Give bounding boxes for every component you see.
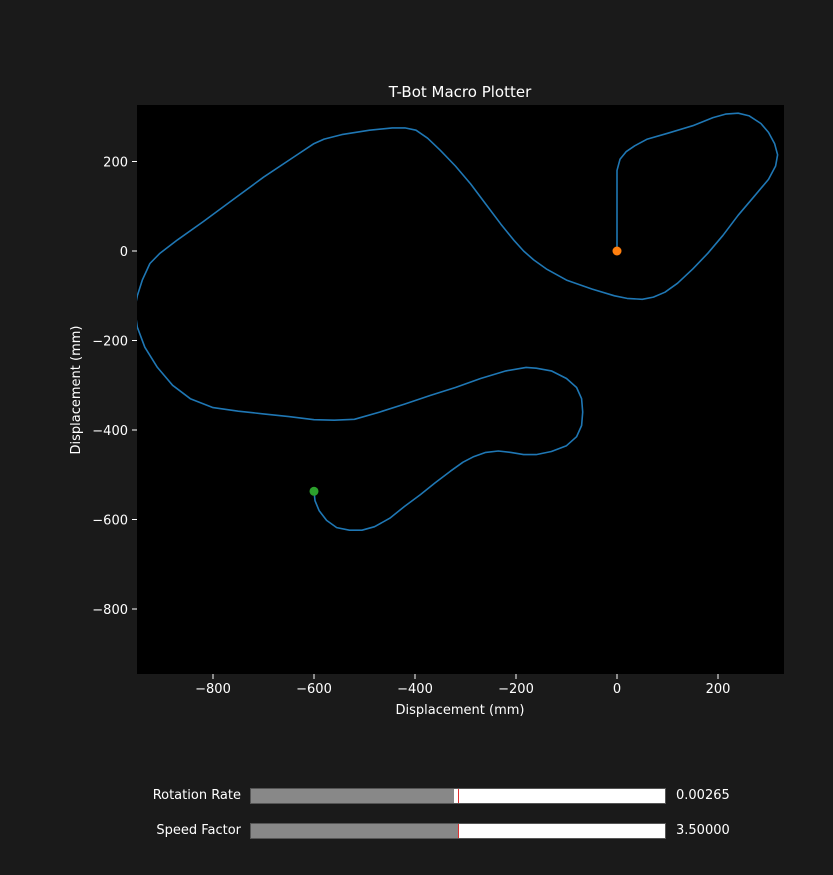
trajectory-line (137, 112, 779, 531)
plot-axes-background (137, 105, 784, 674)
speed-factor-fill (251, 824, 458, 838)
x-tick-label: −200 (498, 682, 534, 697)
x-axis-ticks: −800 −600 −400 −200 0 200 (195, 674, 730, 697)
y-tick-label: −800 (92, 603, 128, 618)
y-axis-label: Displacement (mm) (69, 326, 84, 455)
rotation-rate-slider-row: Rotation Rate 0.00265 (0, 788, 833, 806)
y-tick-label: −400 (92, 424, 128, 439)
rotation-rate-fill (251, 789, 454, 803)
y-tick-label: −600 (92, 514, 128, 529)
rotation-rate-label: Rotation Rate (152, 788, 241, 803)
x-tick-label: −600 (296, 682, 332, 697)
y-tick-label: −200 (92, 335, 128, 350)
chart-title: T-Bot Macro Plotter (388, 83, 532, 101)
y-tick-label: 200 (103, 156, 128, 171)
rotation-rate-value: 0.00265 (676, 788, 730, 803)
y-tick-label: 0 (120, 245, 128, 260)
start-point-marker (612, 246, 622, 256)
x-tick-label: 0 (613, 682, 621, 697)
speed-factor-value: 3.50000 (676, 823, 730, 838)
x-tick-label: −400 (397, 682, 433, 697)
end-point-marker (309, 486, 319, 496)
speed-factor-slider-row: Speed Factor 3.50000 (0, 823, 833, 841)
rotation-rate-slider[interactable] (250, 788, 666, 804)
rotation-rate-initial-marker (458, 789, 459, 803)
speed-factor-slider[interactable] (250, 823, 666, 839)
y-axis-ticks: 200 0 −200 −400 −600 −800 (92, 156, 137, 618)
speed-factor-initial-marker (458, 824, 459, 838)
x-tick-label: 200 (706, 682, 731, 697)
x-axis-label: Displacement (mm) (396, 703, 525, 718)
x-tick-label: −800 (195, 682, 231, 697)
speed-factor-label: Speed Factor (156, 823, 241, 838)
